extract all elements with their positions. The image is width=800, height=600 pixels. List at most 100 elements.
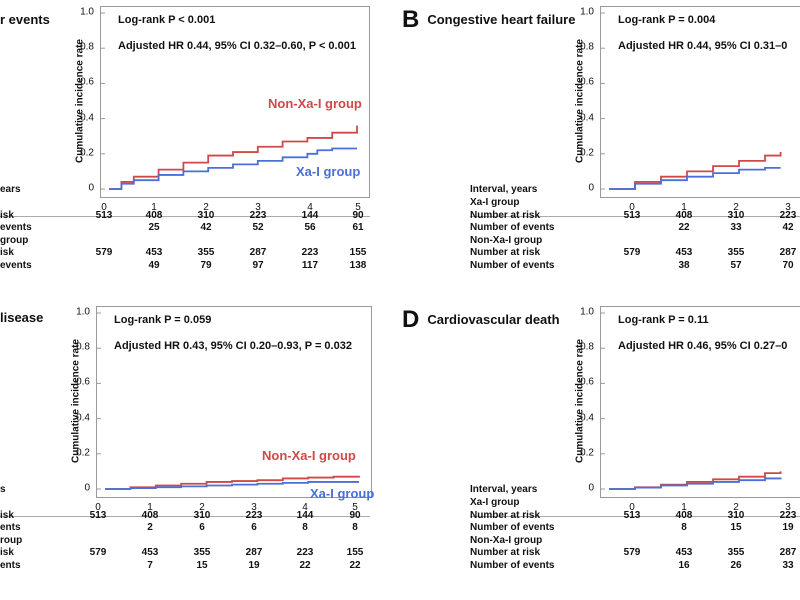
table-row-label: group <box>0 234 29 246</box>
table-cell-non-events: 138 <box>349 259 367 271</box>
table-cell-non-events: 97 <box>252 259 264 271</box>
table-cell-non-events: 79 <box>200 259 212 271</box>
table-cell-xa-risk: 223 <box>779 209 797 221</box>
table-cell-xa-events: 8 <box>352 522 358 533</box>
y-tick-label: 0.8 <box>580 341 594 353</box>
y-tick-label: 0.6 <box>580 76 594 88</box>
curve-canvas <box>101 12 358 190</box>
table-cell-non-events: 57 <box>730 259 742 271</box>
table-row-label: ents <box>0 522 21 533</box>
panel-b: B Congestive heart failure Cumulative inci… <box>400 0 800 300</box>
table-cell-xa-events: 8 <box>302 522 308 533</box>
y-axis-label: Cumulative incidence rate <box>70 339 82 463</box>
table-cell-xa-risk: 408 <box>675 509 693 521</box>
y-tick-label: 1.0 <box>580 306 594 318</box>
y-tick-label: 0.4 <box>80 112 94 124</box>
table-row-label: Number of events <box>470 222 555 233</box>
table-cell-xa-events: 22 <box>678 222 690 233</box>
panel-title: B Congestive heart failure <box>402 6 575 34</box>
table-header-label: s <box>0 484 6 495</box>
table-cell-xa-events: 8 <box>681 522 687 533</box>
plot-area <box>100 6 370 198</box>
table-cell-non-events: 22 <box>299 559 311 571</box>
x-tick-label: 4 <box>302 502 308 513</box>
table-row-label: roup <box>0 534 23 546</box>
logrank-annotation: Log-rank P = 0.11 <box>618 314 709 326</box>
table-cell-non-events: 38 <box>678 259 690 271</box>
panel-title: lisease <box>0 310 43 325</box>
table-cell-non-risk: 287 <box>245 547 263 558</box>
table-cell-xa-risk: 513 <box>623 209 641 221</box>
table-cell-xa-risk: 310 <box>193 509 211 521</box>
table-row-label: isk <box>0 209 14 221</box>
y-tick-label: 0.2 <box>76 447 90 459</box>
panel-title-text: lisease <box>0 310 44 325</box>
table-cell-non-events: 16 <box>678 559 690 571</box>
plot-area <box>600 306 800 498</box>
table-cell-xa-events: 52 <box>252 222 264 233</box>
x-tick-label: 0 <box>95 502 101 513</box>
table-cell-xa-risk: 144 <box>296 509 314 521</box>
y-tick-label: 0 <box>84 482 90 494</box>
table-cell-xa-risk: 90 <box>352 209 364 221</box>
y-tick-label: 0.6 <box>580 376 594 388</box>
logrank-annotation: Log-rank P = 0.004 <box>618 14 716 26</box>
table-cell-non-events: 49 <box>148 259 160 271</box>
curve-canvas <box>97 312 360 490</box>
non-xa-group-label: Non-Xa-I group <box>268 96 362 111</box>
table-cell-xa-events: 6 <box>199 522 205 533</box>
table-cell-xa-risk: 408 <box>145 209 163 221</box>
table-cell-non-risk: 355 <box>197 247 215 258</box>
plot-area <box>600 6 800 198</box>
x-tick-label: 2 <box>199 502 205 513</box>
table-cell-non-risk: 579 <box>623 547 641 558</box>
table-divider <box>0 216 370 217</box>
y-tick-label: 0 <box>588 182 594 194</box>
table-cell-xa-events: 61 <box>352 222 364 233</box>
table-row-label: isk <box>0 547 14 558</box>
x-tick-label: 1 <box>147 502 153 513</box>
logrank-annotation: Log-rank P = 0.059 <box>114 314 212 326</box>
panel-title-text: r events <box>0 12 50 27</box>
table-cell-non-risk: 453 <box>675 547 693 558</box>
panel-title-text: Congestive heart failure <box>427 12 576 27</box>
y-axis-label: Cumulative incidence rate <box>574 39 586 163</box>
panel-letter: B <box>402 6 420 33</box>
table-cell-non-events: 7 <box>147 559 153 571</box>
table-header-label: Interval, years <box>470 484 538 495</box>
x-tick-label: 2 <box>733 502 739 513</box>
table-cell-non-risk: 223 <box>301 247 319 258</box>
hazard-ratio-annotation: Adjusted HR 0.44, 95% CI 0.31–0 <box>618 40 788 52</box>
non-xa-curve <box>609 152 782 190</box>
xa-curve <box>109 147 357 190</box>
panel-a: r events Cumulative incidence rate 0 0.2 0.4… <box>0 0 400 300</box>
y-tick-label: 0.6 <box>76 376 90 388</box>
table-cell-xa-events: 42 <box>782 222 794 233</box>
hazard-ratio-annotation: Adjusted HR 0.46, 95% CI 0.27–0 <box>618 340 788 352</box>
panel-title-text: Cardiovascular death <box>427 312 560 327</box>
table-cell-non-risk: 453 <box>675 247 693 258</box>
table-cell-non-events: 33 <box>782 559 794 571</box>
x-tick-label: 4 <box>307 202 313 213</box>
x-tick-label: 0 <box>629 502 635 513</box>
table-cell-xa-events: 42 <box>200 222 212 233</box>
table-cell-non-risk: 355 <box>727 247 745 258</box>
table-row-label: Number at risk <box>470 547 541 558</box>
x-tick-label: 2 <box>733 202 739 213</box>
y-tick-label: 0 <box>88 182 94 194</box>
table-cell-xa-events: 25 <box>148 222 160 233</box>
table-cell-xa-risk: 223 <box>249 209 267 221</box>
xa-group-label: Xa-I group <box>296 164 361 179</box>
y-tick-label: 0.2 <box>580 447 594 459</box>
y-tick-label: 1.0 <box>76 306 90 318</box>
table-cell-xa-risk: 310 <box>197 209 215 221</box>
y-tick-label: 0.4 <box>580 112 594 124</box>
curve-canvas <box>601 12 782 190</box>
y-axis-label: Cumulative incidence rate <box>74 39 86 163</box>
y-axis-label: Cumulative incidence rate <box>574 339 586 463</box>
table-cell-non-risk: 453 <box>145 247 163 258</box>
panel-letter: D <box>402 306 420 333</box>
table-cell-non-risk: 287 <box>249 247 267 258</box>
table-cell-xa-events: 6 <box>251 522 257 533</box>
table-row-label: Xa-I group <box>470 197 520 208</box>
